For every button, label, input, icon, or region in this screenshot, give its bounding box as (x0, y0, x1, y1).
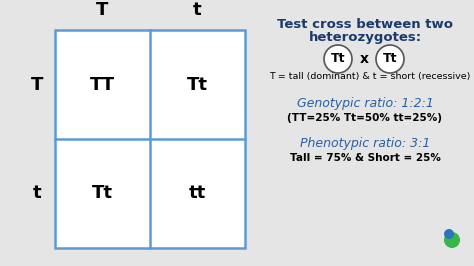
Text: heterozygotes:: heterozygotes: (309, 31, 421, 44)
Text: Test cross between two: Test cross between two (277, 18, 453, 31)
Bar (55, 30, 245, 248)
Text: Tall = 75% & Short = 25%: Tall = 75% & Short = 25% (290, 153, 440, 163)
Circle shape (444, 232, 460, 248)
Text: t: t (33, 185, 41, 202)
Text: Tt: Tt (187, 76, 208, 94)
Text: T: T (96, 1, 109, 19)
Text: T: T (31, 76, 43, 94)
Text: TT: TT (90, 76, 115, 94)
Text: x: x (359, 52, 368, 66)
Text: (TT=25% Tt=50% tt=25%): (TT=25% Tt=50% tt=25%) (288, 113, 443, 123)
Circle shape (376, 45, 404, 73)
Text: T = tall (dominant) & t = short (recessive): T = tall (dominant) & t = short (recessi… (269, 72, 471, 81)
Text: Genotypic ratio: 1:2:1: Genotypic ratio: 1:2:1 (297, 98, 433, 110)
Bar (55, 30, 245, 248)
Circle shape (324, 45, 352, 73)
Text: Tt: Tt (383, 52, 397, 65)
Text: Tt: Tt (331, 52, 345, 65)
Text: tt: tt (189, 185, 206, 202)
Text: t: t (193, 1, 202, 19)
Text: Phenotypic ratio: 3:1: Phenotypic ratio: 3:1 (300, 138, 430, 151)
Circle shape (444, 229, 454, 239)
Text: Tt: Tt (92, 185, 113, 202)
